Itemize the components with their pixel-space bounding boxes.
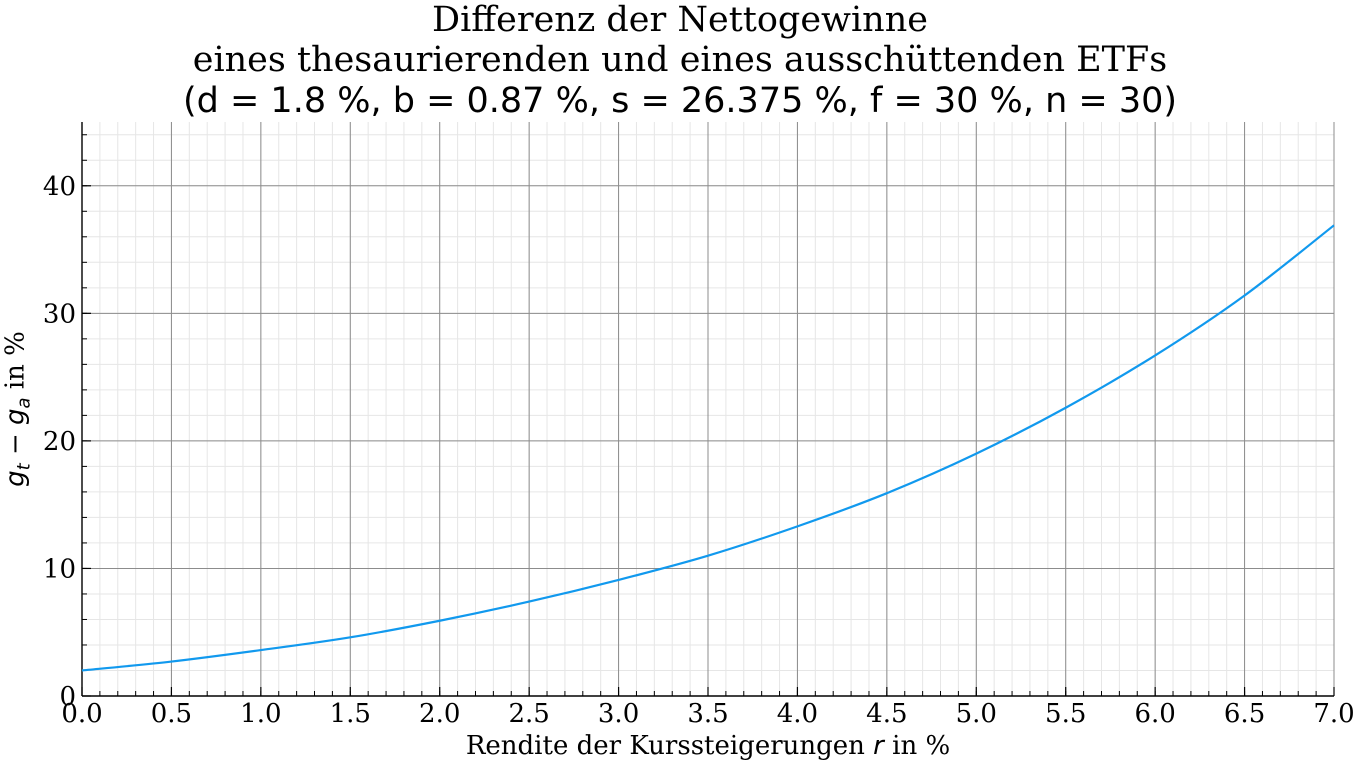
x-tick-label: 4.5 [866,699,907,729]
x-tick-label: 6.5 [1224,699,1265,729]
y-axis-variable: g [0,470,31,487]
chart-title-line1: Differenz der Nettogewinne [432,0,928,40]
series-line [81,224,1335,672]
x-tick-label: 3.0 [598,699,639,729]
x-tick-label: 4.0 [777,699,818,729]
x-tick-label: 0.5 [151,699,192,729]
x-tick-label: 2.5 [508,699,549,729]
x-tick-label: 3.5 [687,699,728,729]
y-tick-label: 0 [59,682,76,712]
y-tick-label: 10 [43,554,76,584]
y-tick-label: 20 [43,427,76,457]
x-tick-label: 5.0 [956,699,997,729]
major-grid [81,122,1335,697]
y-axis-subscript-t: t [13,463,35,471]
data-series [81,224,1335,672]
tick-labels: 0.0 0.5 1.0 1.5 2.0 2.5 3.0 3.5 4.0 4.5 5.0 5.5 6.0 6… [43,172,1355,729]
y-tick-label: 30 [43,299,76,329]
chart-title-line2: eines thesaurierenden und eines ausschüt… [192,40,1168,80]
y-tick-label: 40 [43,172,76,202]
y-axis-subscript-a: a [13,397,35,409]
x-tick-label: 7.0 [1313,699,1354,729]
x-tick-label: 1.0 [240,699,281,729]
y-axis-label: gt − ga in % [0,331,42,487]
x-tick-label: 0.0 [61,699,102,729]
x-tick-label: 5.5 [1045,699,1086,729]
chart-title-params: (d = 1.8 %, b = 0.87 %, s = 26.375 %, f … [182,81,1178,121]
y-axis-minus: − [0,424,31,464]
x-axis-variable: r [873,731,884,761]
x-axis-label-text: Rendite der Kurssteigerungen [465,731,874,761]
x-axis-label: Rendite der Kurssteigerungen r in % [82,729,1334,763]
y-axis-unit: in % [0,331,31,398]
y-axis-variable-2: g [0,408,31,425]
x-axis-unit: in % [883,731,951,761]
x-tick-label: 6.0 [1134,699,1175,729]
x-tick-label: 2.0 [419,699,460,729]
x-tick-label: 1.5 [330,699,371,729]
